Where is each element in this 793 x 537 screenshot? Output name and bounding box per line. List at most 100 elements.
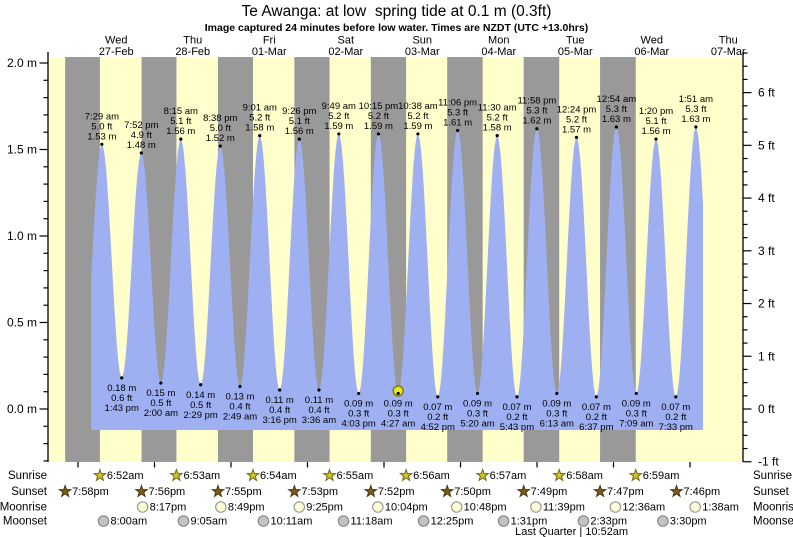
tide-event-dot: [594, 395, 598, 399]
low-tide-label: 0.11 m: [305, 395, 333, 406]
tide-event-dot: [258, 134, 262, 138]
almanac-time: 7:55pm: [225, 486, 262, 498]
moonset-circle-icon: [97, 515, 110, 527]
tide-event-dot: [376, 132, 381, 136]
sunset-star-icon: [134, 483, 149, 498]
high-tide-label: 1.58 m: [245, 123, 274, 134]
high-tide-label: 1.48 m: [127, 140, 156, 151]
high-tide-label: 1.57 m: [562, 124, 591, 135]
day-date-label: 02-Mar: [328, 46, 363, 58]
low-tide-label: 0.3 ft: [626, 408, 647, 419]
low-tide-label: 1:43 pm: [105, 403, 139, 414]
low-tide-label: 0.07 m: [661, 402, 690, 413]
almanac-time: 11:18am: [351, 516, 393, 528]
low-tide-label: 7:09 am: [619, 418, 653, 429]
sunset-star-icon: [287, 483, 302, 498]
low-tide-label: 0.14 m: [186, 390, 215, 401]
tide-event-dot: [278, 388, 282, 392]
high-tide-label: 11:58 pm: [517, 96, 556, 107]
almanac-time: 7:53pm: [301, 486, 338, 498]
high-tide-label: 9:26 pm: [282, 106, 316, 117]
almanac-time: 3:30pm: [670, 516, 707, 528]
sunrise-star-icon: [628, 468, 644, 482]
low-tide-label: 0.09 m: [622, 398, 651, 409]
almanac-row-label-left: Sunrise: [8, 470, 47, 482]
high-tide-label: 5.1 ft: [645, 116, 666, 127]
almanac-time: 10:11am: [270, 516, 312, 528]
low-tide-label: 0.2 ft: [506, 412, 527, 423]
low-tide-label: 0.09 m: [344, 398, 373, 409]
almanac-time: 1:38am: [702, 502, 739, 514]
left-axis-tick-label: 0.0 m: [7, 402, 37, 416]
tide-event-dot: [456, 128, 460, 133]
tide-event-dot: [199, 383, 203, 387]
tide-curve-area: [91, 127, 703, 430]
day-date-label: 27-Feb: [99, 46, 134, 58]
right-axis-tick-label: 6 ft: [758, 86, 775, 100]
high-tide-label: 9:01 am: [243, 103, 277, 114]
day-date-label: 06-Mar: [634, 46, 669, 58]
high-tide-label: 1.59 m: [364, 121, 393, 132]
low-tide-label: 5:43 pm: [500, 422, 534, 433]
almanac-time: 6:59am: [643, 470, 680, 482]
right-axis-tick-label: 2 ft: [758, 297, 775, 311]
sunrise-star-icon: [169, 468, 184, 482]
low-tide-label: 0.13 m: [225, 392, 254, 403]
moonrise-circle-icon: [609, 501, 622, 513]
day-name-label: Wed: [105, 35, 127, 47]
tide-event-dot: [337, 132, 341, 136]
tide-event-dot: [436, 395, 440, 399]
almanac-time: 6:53am: [183, 470, 220, 482]
left-axis-tick-label: 2.0 m: [7, 56, 37, 70]
low-tide-label: 0.15 m: [146, 388, 175, 399]
high-tide-label: 1.59 m: [324, 121, 353, 132]
moonset-circle-icon: [257, 515, 270, 527]
high-tide-label: 1:20 pm: [639, 106, 673, 117]
high-tide-label: 5.3 ft: [526, 106, 547, 117]
moonrise-circle-icon: [450, 501, 463, 513]
low-tide-label: 0.07 m: [423, 402, 452, 413]
high-tide-label: 5.0 ft: [91, 121, 112, 132]
low-tide-label: 0.07 m: [502, 402, 531, 413]
tide-event-dot: [139, 151, 143, 155]
day-date-label: 28-Feb: [175, 46, 210, 58]
almanac-time: 6:58am: [566, 470, 603, 482]
almanac-time: 8:00am: [111, 516, 148, 528]
almanac-time: 12:36am: [622, 502, 665, 514]
almanac-time: 6:57am: [490, 470, 527, 482]
low-tide-label: 0.5 ft: [190, 400, 211, 411]
low-tide-label: 2:29 pm: [184, 410, 218, 421]
high-tide-label: 1:51 am: [679, 94, 713, 105]
sunrise-star-icon: [552, 467, 567, 482]
high-tide-label: 1.61 m: [443, 117, 472, 128]
low-tide-label: 0.18 m: [107, 383, 136, 394]
high-tide-label: 12:24 pm: [557, 104, 597, 115]
moonrise-circle-icon: [293, 501, 306, 513]
day-date-label: 07-Mar: [711, 46, 746, 58]
tide-event-dot: [396, 391, 400, 396]
almanac-time: 10:04pm: [385, 502, 428, 514]
low-tide-label: 6:13 am: [540, 418, 574, 429]
sunrise-star-icon: [475, 468, 490, 482]
high-tide-label: 10:15 pm: [359, 101, 399, 112]
day-date-label: 04-Mar: [481, 46, 516, 58]
high-tide-label: 4.9 ft: [131, 130, 152, 141]
day-name-label: Thu: [183, 35, 202, 47]
tide-event-dot: [297, 137, 301, 141]
sunset-star-icon: [440, 483, 455, 498]
tide-event-dot: [238, 384, 242, 389]
high-tide-label: 8:38 pm: [203, 113, 237, 124]
tide-event-dot: [120, 376, 124, 380]
left-axis-tick-label: 0.5 m: [7, 316, 37, 330]
right-axis-tick-label: -1 ft: [758, 455, 779, 469]
tide-event-dot: [694, 125, 698, 129]
chart-subtitle: Image captured 24 minutes before low wat…: [204, 22, 589, 34]
moonrise-circle-icon: [530, 501, 542, 513]
almanac-time: 7:52pm: [378, 486, 415, 498]
high-tide-label: 10:38 am: [398, 101, 438, 112]
almanac-row-label-right: Sunset: [753, 486, 790, 498]
high-tide-label: 1.59 m: [403, 121, 432, 132]
low-tide-label: 0.3 ft: [467, 408, 488, 419]
day-name-label: Wed: [641, 35, 663, 47]
